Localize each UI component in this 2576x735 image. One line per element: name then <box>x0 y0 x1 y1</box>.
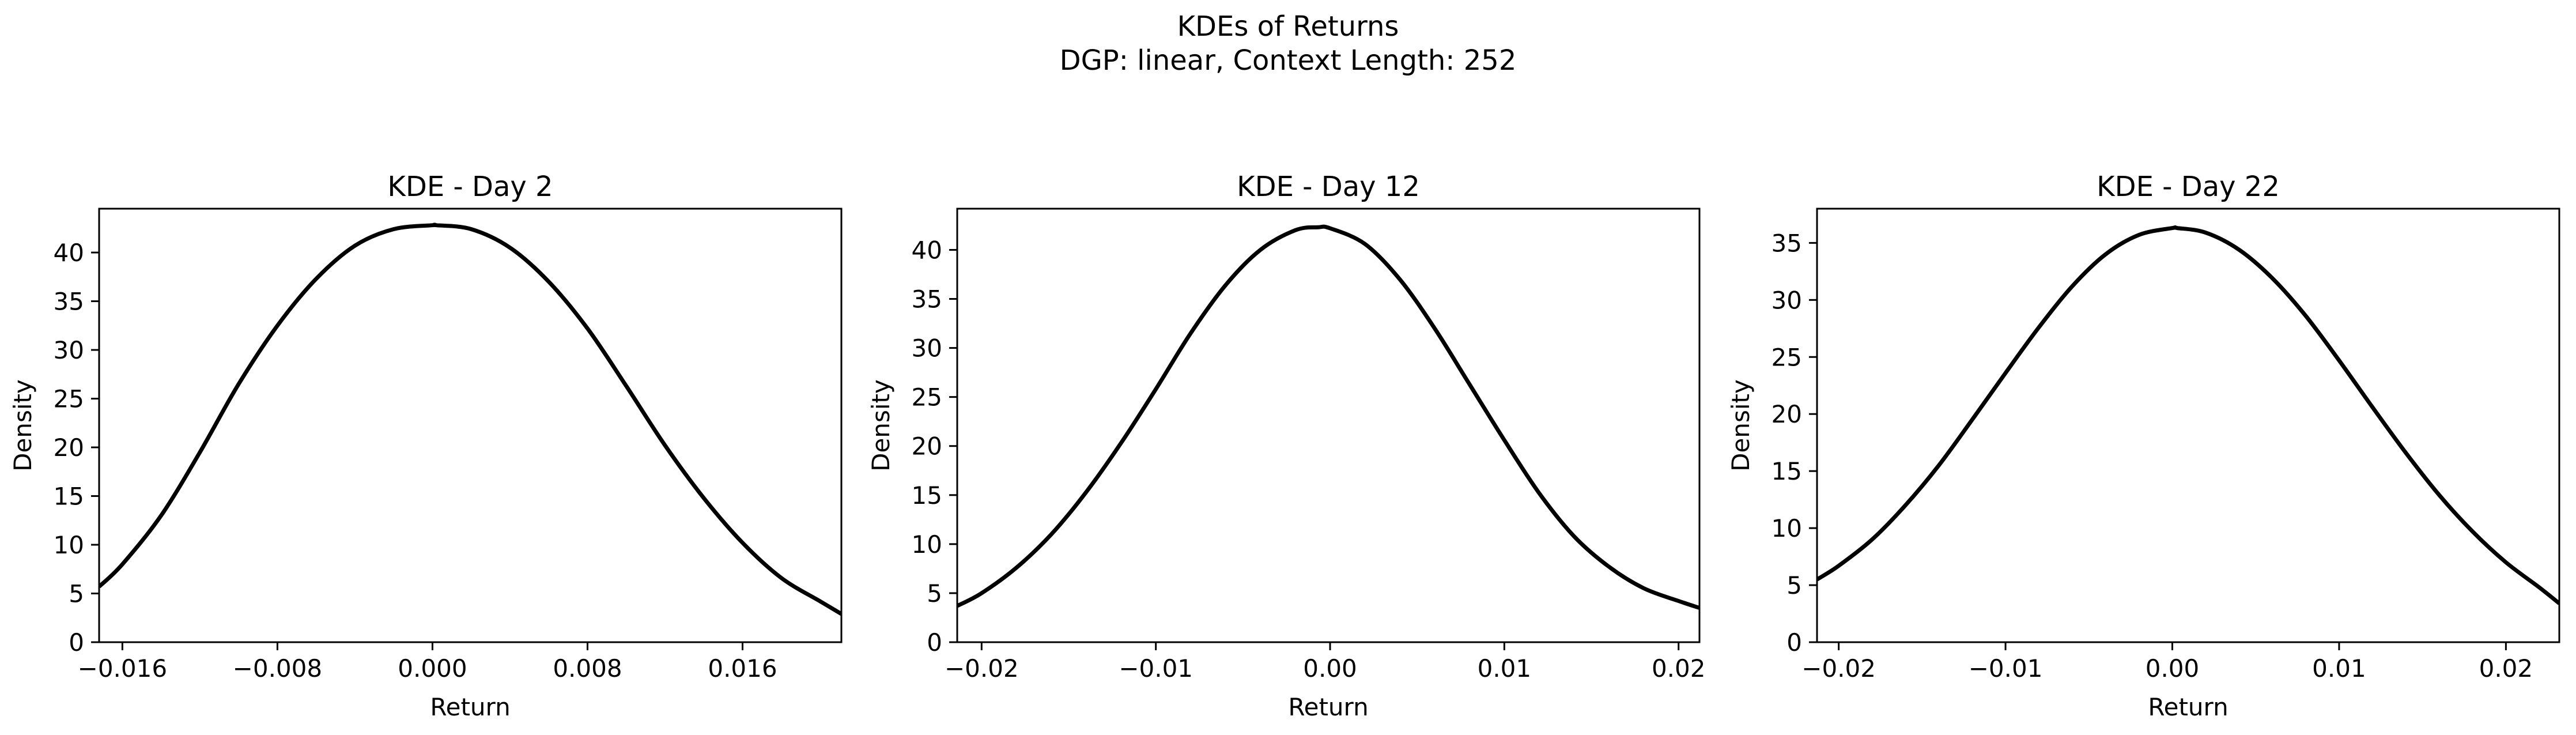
y-tick-label: 30 <box>1772 286 1802 314</box>
y-tick-label: 15 <box>1772 457 1802 485</box>
x-axis-label: Return <box>430 693 510 721</box>
y-tick-label: 20 <box>54 434 84 462</box>
x-tick-label: 0.01 <box>2312 654 2366 683</box>
x-tick-label: 0.01 <box>1478 654 1532 683</box>
y-tick-label: 5 <box>69 580 84 608</box>
subplot-title: KDE - Day 22 <box>2097 171 2280 203</box>
y-axis-label: Density <box>9 379 37 472</box>
y-tick-label: 20 <box>1772 400 1802 428</box>
y-axis-label: Density <box>867 379 895 472</box>
y-tick-label: 10 <box>1772 514 1802 542</box>
x-axis-label: Return <box>2148 693 2228 721</box>
y-tick-label: 25 <box>912 383 942 412</box>
y-axis-label: Density <box>1727 379 1755 472</box>
y-tick-label: 35 <box>912 285 942 314</box>
y-tick-label: 5 <box>1786 571 1802 600</box>
x-tick-label: 0.00 <box>1303 654 1357 683</box>
y-tick-label: 0 <box>69 628 84 657</box>
x-tick-label: 0.02 <box>2479 654 2533 683</box>
x-tick-label: −0.02 <box>945 654 1019 683</box>
y-tick-label: 35 <box>1772 229 1802 257</box>
x-tick-label: 0.008 <box>553 654 622 683</box>
y-tick-label: 5 <box>927 579 942 608</box>
x-axis-label: Return <box>1288 693 1368 721</box>
y-tick-label: 40 <box>912 236 942 264</box>
x-tick-label: −0.02 <box>1801 654 1876 683</box>
x-tick-label: −0.01 <box>1969 654 2043 683</box>
y-tick-label: 15 <box>912 481 942 510</box>
subplot-title: KDE - Day 12 <box>1237 171 1420 203</box>
y-tick-label: 25 <box>54 385 84 413</box>
y-tick-label: 40 <box>54 239 84 267</box>
y-tick-label: 0 <box>1786 628 1802 657</box>
x-tick-label: −0.016 <box>78 654 167 683</box>
y-tick-label: 35 <box>54 288 84 316</box>
y-tick-label: 25 <box>1772 343 1802 371</box>
y-tick-label: 30 <box>912 334 942 363</box>
x-tick-label: 0.016 <box>708 654 777 683</box>
figure-suptitle-line2: DGP: linear, Context Length: 252 <box>1060 44 1517 77</box>
y-tick-label: 15 <box>54 483 84 511</box>
y-tick-label: 20 <box>912 432 942 461</box>
y-tick-label: 10 <box>54 531 84 559</box>
x-tick-label: 0.00 <box>2146 654 2200 683</box>
figure-suptitle-line1: KDEs of Returns <box>1177 10 1399 43</box>
y-tick-label: 30 <box>54 336 84 364</box>
x-tick-label: 0.000 <box>398 654 467 683</box>
x-tick-label: −0.008 <box>233 654 322 683</box>
y-tick-label: 0 <box>927 628 942 657</box>
y-tick-label: 10 <box>912 530 942 559</box>
x-tick-label: −0.01 <box>1119 654 1193 683</box>
subplot-title: KDE - Day 2 <box>387 171 553 203</box>
x-tick-label: 0.02 <box>1652 654 1706 683</box>
